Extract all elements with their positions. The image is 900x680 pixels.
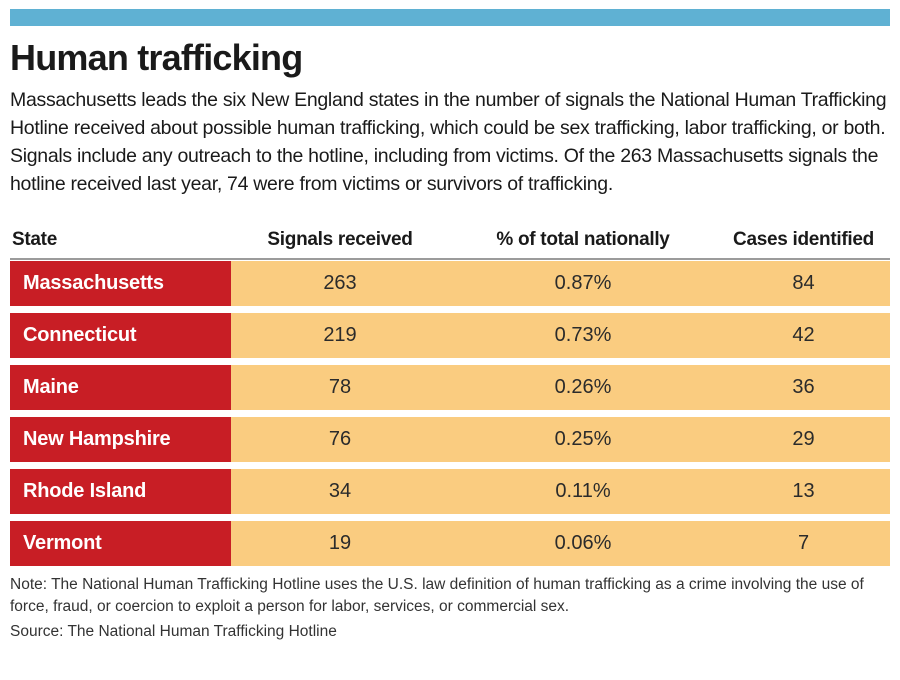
signals-cell: 19 <box>231 521 449 566</box>
intro-paragraph: Massachusetts leads the six New England … <box>10 89 887 195</box>
signals-cell: 219 <box>231 313 449 358</box>
percent-cell: 0.73% <box>449 313 717 358</box>
table-row: Maine 78 0.26% 36 <box>10 365 890 410</box>
cases-cell: 84 <box>717 261 890 306</box>
table-header-row: State Signals received % of total nation… <box>10 229 890 260</box>
percent-cell: 0.06% <box>449 521 717 566</box>
signals-cell: 78 <box>231 365 449 410</box>
table-row: New Hampshire 76 0.25% 29 <box>10 417 890 462</box>
state-cell: Vermont <box>10 521 231 566</box>
cases-cell: 29 <box>717 417 890 462</box>
state-cell: Connecticut <box>10 313 231 358</box>
column-header-state: State <box>12 229 57 250</box>
percent-cell: 0.87% <box>449 261 717 306</box>
state-cell: Massachusetts <box>10 261 231 306</box>
source-text: Source: The National Human Trafficking H… <box>10 623 337 640</box>
note-text: Note: The National Human Trafficking Hot… <box>10 576 864 615</box>
page-title: Human trafficking <box>10 37 303 78</box>
state-cell: New Hampshire <box>10 417 231 462</box>
column-header-cases: Cases identified <box>733 229 874 250</box>
column-header-percent: % of total nationally <box>496 229 670 250</box>
cases-cell: 42 <box>717 313 890 358</box>
percent-cell: 0.25% <box>449 417 717 462</box>
signals-cell: 263 <box>231 261 449 306</box>
percent-cell: 0.11% <box>449 469 717 514</box>
signals-cell: 34 <box>231 469 449 514</box>
top-accent-bar <box>10 9 890 26</box>
signals-cell: 76 <box>231 417 449 462</box>
table-body: Massachusetts 263 0.87% 84 Connecticut 2… <box>10 261 890 566</box>
table-row: Rhode Island 34 0.11% 13 <box>10 469 890 514</box>
data-table: State Signals received % of total nation… <box>10 229 890 566</box>
cases-cell: 7 <box>717 521 890 566</box>
cases-cell: 36 <box>717 365 890 410</box>
column-header-signals: Signals received <box>267 229 413 250</box>
cases-cell: 13 <box>717 469 890 514</box>
table-row: Massachusetts 263 0.87% 84 <box>10 261 890 306</box>
percent-cell: 0.26% <box>449 365 717 410</box>
table-row: Vermont 19 0.06% 7 <box>10 521 890 566</box>
table-row: Connecticut 219 0.73% 42 <box>10 313 890 358</box>
state-cell: Rhode Island <box>10 469 231 514</box>
state-cell: Maine <box>10 365 231 410</box>
